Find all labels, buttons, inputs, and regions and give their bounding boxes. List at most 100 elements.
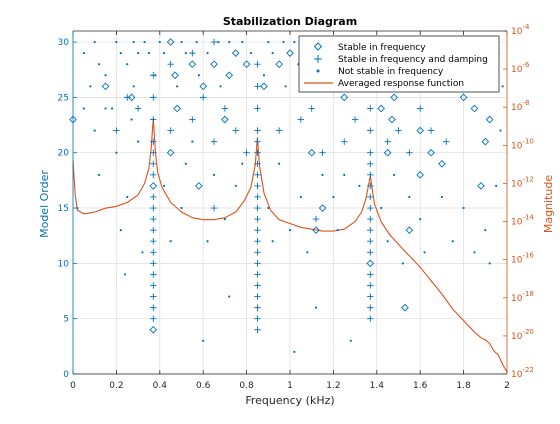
marker-stable-frequency-damping xyxy=(254,326,261,333)
marker-stable-frequency-damping xyxy=(308,105,315,112)
marker-not-stable xyxy=(293,40,296,44)
marker-not-stable xyxy=(115,151,118,154)
marker-stable-frequency-damping xyxy=(367,215,374,223)
marker-not-stable xyxy=(380,206,383,210)
marker-not-stable xyxy=(495,184,498,188)
marker-not-stable xyxy=(132,40,135,44)
marker-stable-frequency-damping xyxy=(367,282,374,289)
marker-stable-frequency xyxy=(340,93,349,102)
marker-stable-frequency-damping xyxy=(150,138,157,145)
marker-not-stable xyxy=(126,63,129,66)
marker-stable-frequency xyxy=(225,71,234,80)
marker-not-stable xyxy=(419,217,422,221)
y-left-tick-label: 15 xyxy=(58,204,69,214)
marker-stable-frequency-damping xyxy=(443,138,450,145)
marker-stable-frequency-damping xyxy=(297,116,305,123)
marker-stable-frequency-damping xyxy=(367,204,374,212)
legend-label-stable-frequency: Stable in frequency xyxy=(338,43,426,53)
x-tick-label: 0.4 xyxy=(153,381,168,391)
marker-stable-frequency xyxy=(477,182,485,190)
marker-stable-frequency xyxy=(427,148,435,157)
marker-stable-frequency xyxy=(459,93,468,102)
marker-not-stable xyxy=(195,40,198,44)
marker-stable-frequency-damping xyxy=(254,249,261,256)
marker-stable-frequency-damping xyxy=(319,149,326,156)
marker-not-stable xyxy=(349,339,352,342)
marker-stable-frequency xyxy=(416,126,425,135)
marker-not-stable xyxy=(228,295,231,298)
marker-not-stable xyxy=(93,40,96,44)
marker-not-stable xyxy=(163,184,166,188)
marker-stable-frequency-damping xyxy=(406,149,413,156)
marker-not-stable xyxy=(451,240,454,243)
marker-stable-frequency-damping xyxy=(124,94,131,101)
marker-not-stable xyxy=(473,251,476,254)
marker-not-stable xyxy=(97,63,101,66)
marker-not-stable xyxy=(343,173,346,176)
marker-stable-frequency xyxy=(318,204,327,212)
response-curve-layer xyxy=(72,118,508,373)
marker-not-stable xyxy=(358,184,361,188)
marker-stable-frequency-damping xyxy=(113,127,120,134)
marker-stable-frequency-damping xyxy=(367,226,374,234)
x-axis-label: Frequency (kHz) xyxy=(245,394,334,407)
marker-stable-frequency xyxy=(312,226,320,234)
legend: Stable in frequency Stable in frequency … xyxy=(298,35,500,93)
marker-stable-frequency xyxy=(485,115,494,124)
marker-stable-frequency-damping xyxy=(150,293,157,300)
marker-not-stable xyxy=(197,74,200,77)
marker-stable-frequency-damping xyxy=(367,105,374,112)
chart-title: Stabilization Diagram xyxy=(223,15,357,28)
marker-stable-frequency-damping xyxy=(232,127,239,134)
x-tick-label: 0.6 xyxy=(196,381,211,391)
marker-not-stable xyxy=(267,206,270,210)
marker-not-stable xyxy=(104,107,107,110)
averaged-response-curve xyxy=(72,118,508,373)
marker-stable-frequency-damping xyxy=(254,193,261,201)
marker-stable-frequency-damping xyxy=(254,260,261,267)
x-tick-label: 0 xyxy=(70,381,76,391)
marker-not-stable xyxy=(278,162,281,165)
marker-stable-frequency-damping xyxy=(254,293,261,300)
marker-stable-frequency xyxy=(405,226,414,234)
marker-stable-frequency-damping xyxy=(254,105,261,112)
marker-stable-frequency-damping xyxy=(167,127,174,134)
legend-entry-averaged-response: Averaged response function xyxy=(304,79,464,89)
marker-not-stable xyxy=(440,195,443,199)
marker-not-stable xyxy=(169,240,172,243)
marker-stable-frequency-damping xyxy=(150,94,157,101)
marker-not-stable xyxy=(206,52,209,55)
marker-not-stable xyxy=(180,206,183,210)
marker-stable-frequency-damping xyxy=(367,171,374,179)
marker-stable-frequency-damping xyxy=(150,171,157,179)
marker-stable-frequency-damping xyxy=(150,116,157,123)
marker-stable-frequency-damping xyxy=(367,127,374,134)
marker-not-stable xyxy=(306,251,309,254)
marker-not-stable xyxy=(212,173,216,176)
marker-not-stable xyxy=(82,52,85,55)
marker-stable-frequency-damping xyxy=(254,282,261,289)
marker-not-stable xyxy=(488,262,491,265)
marker-stable-frequency-damping xyxy=(200,94,207,101)
marker-stable-frequency-damping xyxy=(367,238,374,245)
marker-stable-frequency-damping xyxy=(254,215,261,223)
marker-not-stable xyxy=(217,40,220,44)
marker-stable-frequency-damping xyxy=(150,160,157,167)
marker-stable-frequency xyxy=(383,148,392,157)
marker-stable-frequency-damping xyxy=(367,293,374,300)
marker-stable-frequency xyxy=(481,137,490,146)
marker-stable-frequency-damping xyxy=(254,60,261,68)
legend-entry-not-stable: Not stable in frequency xyxy=(316,67,444,77)
marker-not-stable xyxy=(137,52,140,55)
marker-not-stable xyxy=(386,240,389,243)
marker-not-stable xyxy=(423,251,426,254)
marker-stable-frequency-damping xyxy=(275,127,283,134)
marker-not-stable xyxy=(82,107,85,110)
marker-stable-frequency-damping xyxy=(150,149,157,156)
marker-not-stable xyxy=(262,74,266,77)
marker-stable-frequency-damping xyxy=(167,60,174,68)
legend-plus-marker xyxy=(314,55,322,63)
marker-not-stable xyxy=(119,229,122,232)
